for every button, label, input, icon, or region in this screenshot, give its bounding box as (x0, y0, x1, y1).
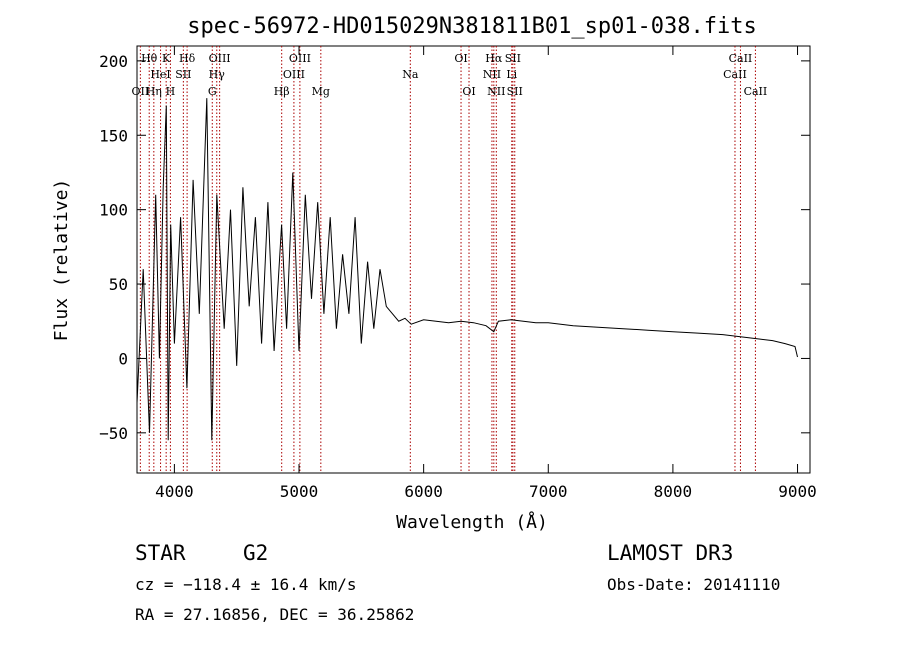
line-marker-label: Hδ (179, 52, 196, 65)
line-marker-label: H (166, 85, 176, 98)
line-marker-label: OI (454, 52, 467, 65)
observation-date: Obs-Date: 20141110 (607, 575, 780, 594)
chart-title: spec-56972-HD015029N381811B01_sp01-038.f… (187, 14, 757, 39)
y-tick-label: 200 (99, 52, 128, 71)
line-marker-label: OI (462, 85, 475, 98)
line-marker-label: NII (487, 85, 505, 98)
line-marker-label: OIII (283, 68, 305, 81)
line-marker-label: K (162, 52, 171, 65)
line-marker-labels: OII Hθ Hη HeI K H SII Hδ G Hγ OIII Hβ OIII OIII Mg Na OI… (132, 52, 768, 98)
x-axis: 4000 5000 6000 7000 8000 9000 (155, 46, 817, 501)
x-tick-label: 8000 (654, 482, 693, 501)
object-subclass: G2 (243, 541, 268, 565)
line-marker-label: Hη (146, 85, 162, 98)
redshift-velocity: cz = −118.4 ± 16.4 km/s (135, 575, 357, 594)
line-marker-label: CaII (723, 68, 747, 81)
x-tick-label: 9000 (778, 482, 817, 501)
x-axis-label: Wavelength (Å) (396, 511, 548, 533)
line-marker-label: CaII (744, 85, 768, 98)
spectrum-line (136, 98, 798, 441)
line-marker-label: CaII (729, 52, 753, 65)
plot-frame (136, 45, 811, 474)
line-marker-label: OIII (289, 52, 311, 65)
line-marker-label: Hθ (141, 52, 158, 65)
line-marker-label: Hβ (274, 85, 290, 98)
line-marker-label: NII (483, 68, 501, 81)
line-marker-label: Mg (312, 85, 330, 98)
line-marker-label: Na (402, 68, 419, 81)
line-marker-label: Hγ (209, 68, 226, 81)
object-class: STAR (135, 541, 186, 565)
y-axis-label: Flux (relative) (51, 179, 72, 342)
line-marker-label: SII (175, 68, 191, 81)
line-markers (139, 46, 756, 473)
x-tick-label: 7000 (529, 482, 568, 501)
survey-name: LAMOST DR3 (607, 541, 733, 565)
x-tick-label: 6000 (404, 482, 443, 501)
line-marker-label: HeI (150, 68, 170, 81)
y-tick-label: 0 (118, 349, 128, 368)
line-marker-label: SII (505, 52, 521, 65)
y-tick-label: 150 (99, 126, 128, 145)
line-marker-label: G (208, 85, 217, 98)
line-marker-label: OII (132, 85, 150, 98)
x-tick-label: 4000 (155, 482, 194, 501)
line-marker-label: SII (507, 85, 523, 98)
line-marker-label: Hα (485, 52, 503, 65)
line-marker-label: OIII (209, 52, 231, 65)
y-tick-label: 100 (99, 201, 128, 220)
line-marker-label: Li (506, 68, 517, 81)
coordinates: RA = 27.16856, DEC = 36.25862 (135, 605, 414, 624)
y-axis: −50 0 50 100 150 200 (99, 52, 810, 443)
y-tick-label: 50 (109, 275, 128, 294)
y-tick-label: −50 (99, 424, 128, 443)
x-tick-label: 5000 (280, 482, 319, 501)
